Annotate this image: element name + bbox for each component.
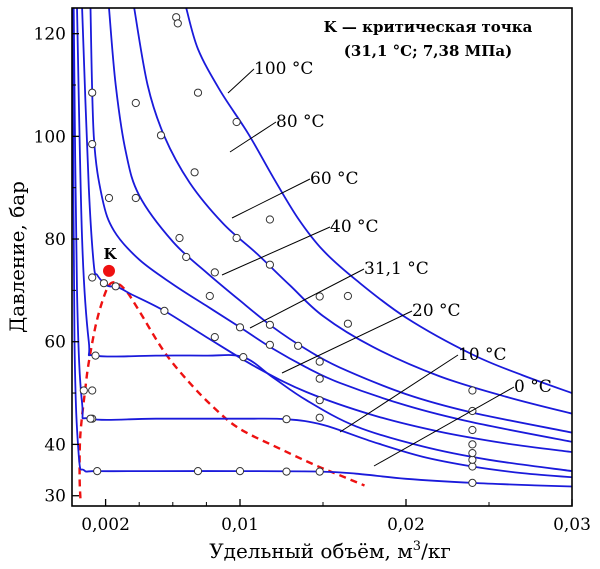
data-point-marker [343,319,352,328]
isotherm-line-20-c [76,8,572,472]
isotherm-leader-line [231,178,311,219]
data-point-marker [235,467,245,476]
data-point-marker [210,333,219,342]
data-point-marker [265,320,274,329]
isotherm-line-0-c [72,8,572,488]
data-point-marker [468,449,477,458]
data-point-marker [88,140,97,149]
data-point-marker [91,351,100,360]
isotherm-label-40-c: 40 °C [330,217,379,237]
data-point-marker [131,193,140,203]
isotherm-line-10-c [72,8,572,479]
data-point-marker [468,440,477,449]
data-point-marker [265,260,274,269]
x-tick-label: 0,02 [387,515,425,535]
plot-background [72,8,572,506]
data-point-marker [265,340,274,349]
data-point-marker [315,396,324,405]
data-point-marker [235,323,245,332]
isotherm-line-31-1-c [81,8,572,453]
isotherm-label-31-1-c: 31,1 °C [364,259,429,279]
x-axis-title-suffix: /кг [421,539,451,563]
data-point-marker [315,413,324,422]
data-point-marker [282,467,291,476]
isotherm-line-100-c [185,8,572,394]
data-point-marker [88,273,97,282]
data-point-marker [156,131,166,140]
isotherm-label-0-c: 0 °C [514,377,552,397]
isotherm-leader-line [221,226,331,276]
data-point-marker [232,233,241,243]
data-point-marker [343,291,352,301]
data-point-marker [193,88,203,97]
data-point-marker [86,414,95,423]
data-point-marker [315,374,324,383]
data-point-marker [173,19,182,28]
data-point-marker [79,386,88,395]
isotherm-label-80-c: 80 °C [276,112,325,132]
data-point-marker [232,117,241,127]
y-tick-label: 40 [44,435,66,455]
y-tick-label: 80 [44,230,66,250]
data-point-marker [93,467,102,476]
data-point-marker [175,233,184,243]
data-point-marker [160,306,169,315]
isotherm-leader-line [227,68,255,94]
isotherm-label-20-c: 20 °C [412,301,461,321]
data-point-marker [468,478,477,487]
isotherm-label-60-c: 60 °C [310,169,359,189]
x-axis-title-sup: 3 [413,539,421,554]
y-tick-label: 30 [44,487,66,507]
isotherm-leader-line [229,121,277,153]
data-point-marker [99,279,109,288]
data-point-marker [468,425,477,435]
x-axis-title-main: Удельный объём, м [209,539,413,563]
data-point-marker [239,353,248,362]
critical-point-label: K [103,245,117,263]
y-axis-title: Давление, бар [5,181,29,333]
data-point-marker [88,386,97,395]
data-point-marker [205,291,214,301]
annotation-line-1: K — критическая точка [324,18,533,36]
plot-frame [71,7,573,507]
y-tick-label: 60 [44,333,66,353]
isotherm-line-40-c [89,8,572,443]
isotherm-leader-line [339,354,459,433]
data-point-marker [210,268,219,277]
isotherm-line-80-c [133,8,572,415]
data-point-marker [190,168,199,177]
data-point-marker [315,357,324,366]
data-point-marker [315,292,324,301]
critical-point-marker [103,264,115,277]
data-point-marker [111,282,120,291]
x-tick-label: 0,002 [81,515,130,535]
isotherm-leader-line [281,310,413,374]
data-point-marker [193,467,203,476]
data-point-marker [468,462,477,471]
x-tick-label: 0,03 [553,515,591,535]
data-point-marker [468,386,477,395]
isotherm-leader-line [373,386,515,467]
data-point-marker [468,455,477,464]
data-point-marker [294,341,303,350]
data-point-marker [131,98,140,108]
y-tick-label: 100 [34,127,66,147]
annotation-line-2: (31,1 °C; 7,38 МПа) [344,42,512,60]
data-point-marker [315,467,324,476]
data-point-marker [88,88,97,97]
y-tick-label: 120 [34,25,66,45]
data-point-marker [104,193,114,203]
isotherm-leader-line [249,268,365,329]
isotherm-line-60-c [108,8,572,434]
isotherm-label-10-c: 10 °C [458,345,507,365]
x-axis-title: Удельный объём, м3/кг [209,539,451,563]
data-point-marker [182,252,191,262]
isotherm-label-100-c: 100 °C [254,59,313,79]
data-point-marker [282,415,291,424]
data-point-marker [265,215,274,224]
x-tick-label: 0,01 [221,515,259,535]
